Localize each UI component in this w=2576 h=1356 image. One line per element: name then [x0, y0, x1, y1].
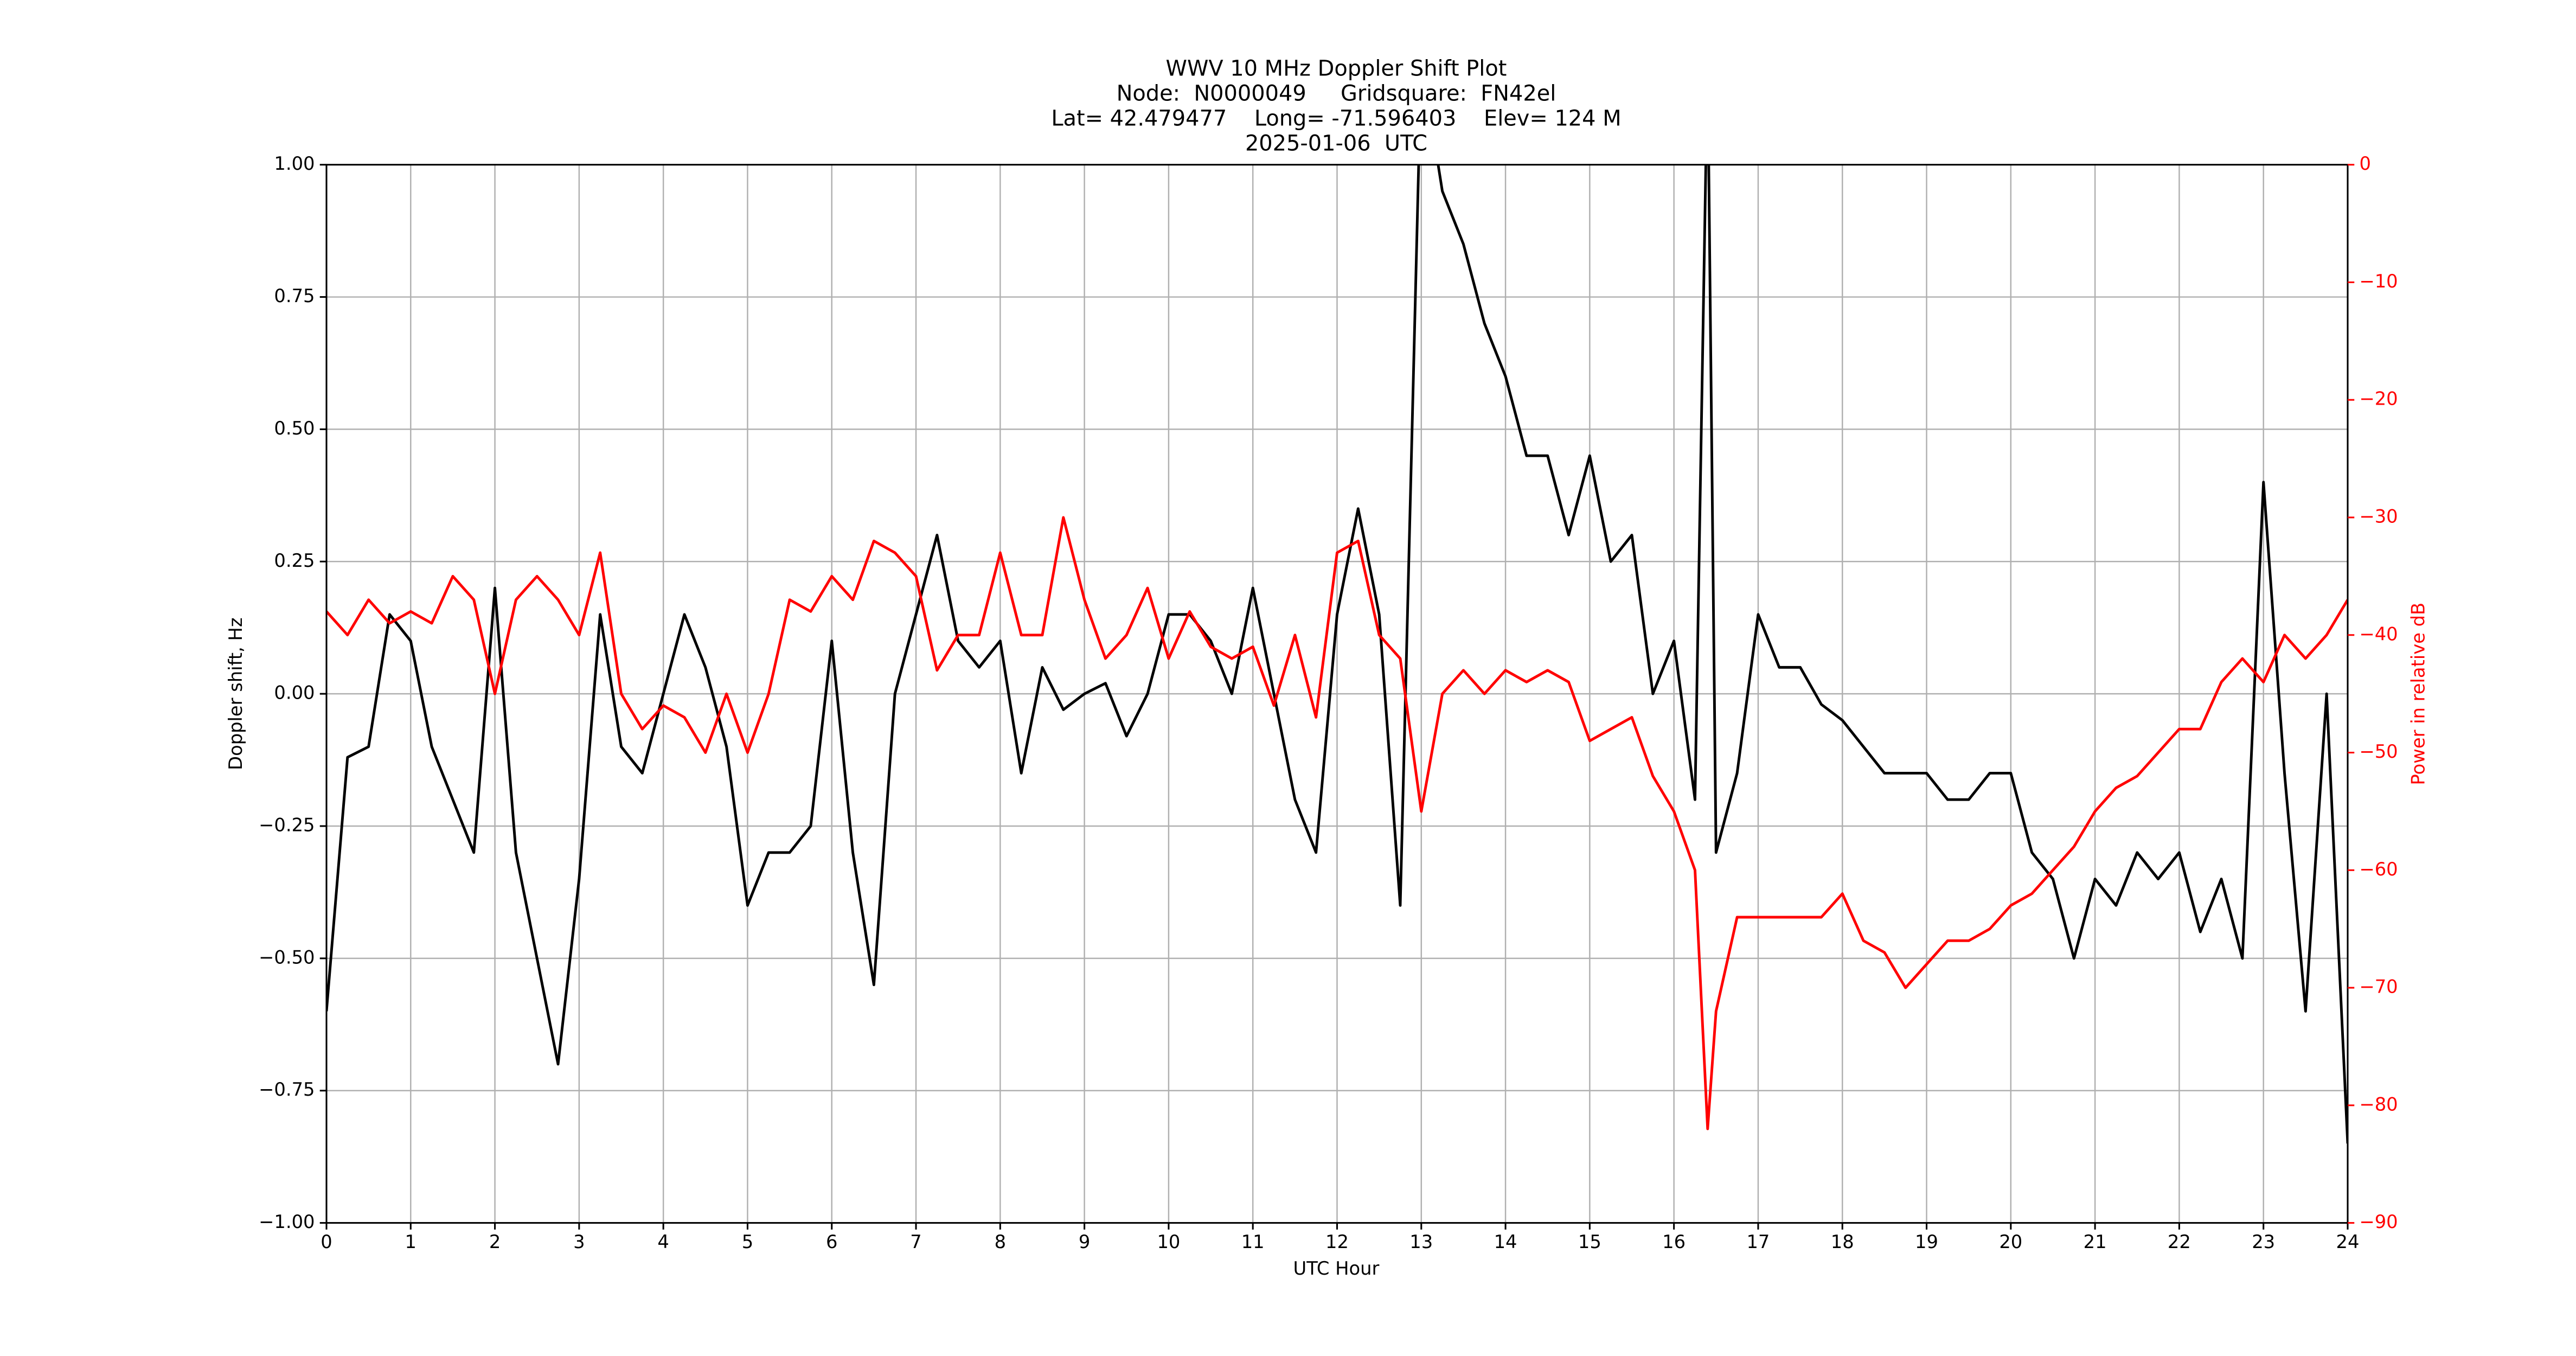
y2-tick-label: −60	[2359, 859, 2398, 880]
chart-subtitle: Node: N0000049 Gridsquare: FN42el	[1117, 81, 1556, 106]
x-tick-label: 0	[321, 1231, 332, 1252]
x-tick-label: 18	[1831, 1231, 1854, 1252]
y2-tick-label: −80	[2359, 1093, 2398, 1115]
y2-tick-label: −50	[2359, 741, 2398, 762]
x-tick-label: 13	[1409, 1231, 1433, 1252]
chart-subtitle: Lat= 42.479477 Long= -71.596403 Elev= 12…	[1051, 106, 1621, 131]
x-tick-label: 12	[1325, 1231, 1349, 1252]
y-axis-label: Doppler shift, Hz	[225, 617, 246, 770]
y2-tick-label: 0	[2359, 153, 2370, 174]
x-tick-label: 3	[573, 1231, 585, 1252]
x-tick-label: 5	[742, 1231, 753, 1252]
y2-tick-label: −30	[2359, 506, 2398, 527]
x-tick-label: 15	[1578, 1231, 1601, 1252]
y-tick-label: −0.75	[259, 1079, 315, 1100]
chart-title: WWV 10 MHz Doppler Shift Plot	[1166, 56, 1507, 81]
x-tick-label: 16	[1662, 1231, 1686, 1252]
y-tick-label: 1.00	[274, 153, 315, 174]
x-axis-label: UTC Hour	[1293, 1258, 1380, 1279]
y2-tick-label: −40	[2359, 623, 2398, 644]
x-tick-label: 23	[2252, 1231, 2275, 1252]
x-tick-label: 2	[489, 1231, 501, 1252]
y-tick-label: −1.00	[259, 1211, 315, 1232]
x-tick-label: 10	[1157, 1231, 1180, 1252]
plot-lines	[326, 164, 2348, 1144]
y-tick-label: −0.50	[259, 946, 315, 968]
y-tick-label: −0.25	[259, 815, 315, 836]
ticks: 0 1 2 3 4 5 6 7 8 9 10 11 12 13 14 15 16 17 18 19 20 21 22 23 24…	[259, 153, 2398, 1252]
y2-tick-label: −90	[2359, 1211, 2398, 1232]
chart-subtitle: 2025-01-06 UTC	[1245, 131, 1427, 156]
y2-tick-label: −10	[2359, 271, 2398, 292]
x-tick-label: 1	[405, 1231, 416, 1252]
x-tick-label: 20	[1999, 1231, 2022, 1252]
series-line	[326, 164, 2348, 1144]
x-tick-label: 24	[2336, 1231, 2360, 1252]
x-tick-label: 11	[1241, 1231, 1265, 1252]
x-tick-label: 14	[1494, 1231, 1517, 1252]
x-tick-label: 9	[1079, 1231, 1090, 1252]
x-tick-label: 4	[657, 1231, 669, 1252]
y-tick-label: 0.00	[274, 682, 315, 703]
y-tick-label: 0.50	[274, 418, 315, 439]
y-tick-label: 0.75	[274, 285, 315, 306]
x-tick-label: 21	[2084, 1231, 2107, 1252]
x-tick-label: 6	[826, 1231, 837, 1252]
x-tick-label: 8	[995, 1231, 1006, 1252]
y2-tick-label: −20	[2359, 388, 2398, 410]
y2-tick-label: −70	[2359, 976, 2398, 997]
x-tick-label: 17	[1746, 1231, 1770, 1252]
x-tick-label: 22	[2168, 1231, 2191, 1252]
x-tick-label: 19	[1915, 1231, 1938, 1252]
y-tick-label: 0.25	[274, 550, 315, 571]
x-tick-label: 7	[910, 1231, 921, 1252]
y2-axis-label: Power in relative dB	[2407, 603, 2428, 785]
series-line	[326, 516, 2348, 1130]
